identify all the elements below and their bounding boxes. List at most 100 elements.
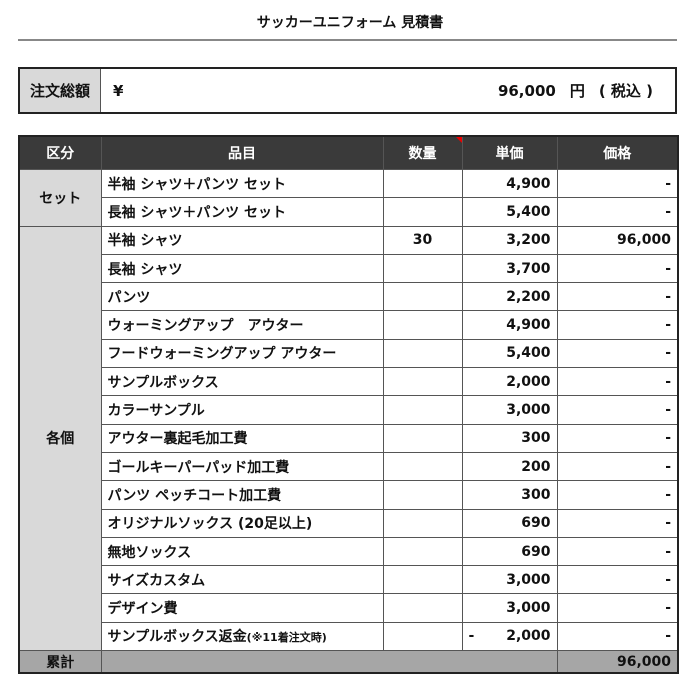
table-row: 長袖 シャツ＋パンツ セット 5,400 - (19, 197, 679, 227)
quantity-cell[interactable] (382, 508, 463, 538)
quantity-cell[interactable]: 30 (382, 225, 463, 255)
unit-price-cell: 3,000 (461, 593, 558, 623)
item-name: パンツ (100, 282, 384, 312)
unit-price-cell: 300 (461, 423, 558, 453)
item-name: デザイン費 (100, 593, 384, 623)
table-row: ゴールキーパーパッド加工費 200 - (19, 451, 679, 482)
order-total-box: 注文総額 ¥ 96,000 円 ( 税込 ) (18, 67, 677, 114)
item-name: アウター裏起毛加工費 (100, 423, 384, 453)
price-cell: - (556, 508, 679, 538)
table-row: 各個 半袖 シャツ 30 3,200 96,000 (18, 225, 679, 652)
price-cell: - (556, 367, 679, 397)
quantity-cell[interactable] (382, 480, 463, 510)
item-name: 無地ソックス (100, 536, 384, 567)
unit-price-cell: 3,000 (461, 565, 558, 595)
table-row: アウター裏起毛加工費 300 - (19, 423, 679, 453)
price-cell: - (556, 536, 679, 567)
table-row: パンツ 2,200 - (19, 282, 679, 312)
price-cell: - (556, 593, 679, 623)
unit-price-cell: 4,900 (461, 168, 558, 199)
table-row: セット 半袖 シャツ＋パンツ セット 4,900 - (18, 168, 679, 227)
sum-label: 累計 (18, 650, 102, 674)
header-quantity: 数量 (382, 135, 463, 170)
quantity-cell[interactable] (382, 423, 463, 453)
table-row: ウォーミングアップ アウター 4,900 - (19, 310, 679, 340)
table-row: カラーサンプル 3,000 - (19, 395, 679, 425)
table-row: フードウォーミングアップ アウター 5,400 - (19, 338, 679, 369)
item-note: (※11着注文時) (246, 631, 327, 645)
page-title: サッカーユニフォーム 見積書 (256, 15, 444, 31)
price-cell: - (556, 197, 679, 227)
unit-price-cell: 690 (461, 508, 558, 538)
table-row: サンプルボックス返金(※11着注文時) -2,000 - (19, 621, 679, 652)
unit-price-cell: 690 (461, 536, 558, 567)
table-row: オリジナルソックス (20足以上) 690 - (19, 508, 679, 538)
table-row: デザイン費 3,000 - (19, 593, 679, 623)
price-cell: - (556, 338, 679, 369)
quantity-cell[interactable] (382, 168, 463, 199)
quantity-cell[interactable] (382, 253, 463, 284)
currency-symbol: ¥ (113, 81, 124, 100)
price-cell: - (556, 282, 679, 312)
quantity-cell[interactable] (382, 367, 463, 397)
comment-indicator-icon[interactable] (455, 137, 461, 143)
quantity-cell[interactable] (382, 310, 463, 340)
category-cell: 各個 (18, 225, 102, 652)
order-total-label: 注文総額 (20, 69, 101, 112)
table-row: サイズカスタム 3,000 - (19, 565, 679, 595)
quantity-cell[interactable] (382, 338, 463, 369)
price-cell: - (556, 451, 679, 482)
unit-price-cell: 300 (461, 480, 558, 510)
sum-row: 累計 96,000 (18, 650, 679, 674)
header-unit-price: 単価 (461, 135, 558, 170)
item-name: 長袖 シャツ＋パンツ セット (100, 197, 384, 227)
header-category: 区分 (18, 135, 102, 170)
quantity-cell[interactable] (382, 536, 463, 567)
unit-price-cell: 200 (461, 451, 558, 482)
item-name: 長袖 シャツ (100, 253, 384, 284)
unit-price-cell: 5,400 (461, 197, 558, 227)
item-name: ゴールキーパーパッド加工費 (100, 451, 384, 482)
item-name: 半袖 シャツ＋パンツ セット (100, 168, 384, 199)
item-name: サンプルボックス返金(※11着注文時) (100, 621, 384, 652)
price-cell: 96,000 (556, 225, 679, 255)
item-name: 半袖 シャツ (100, 225, 384, 255)
price-cell: - (556, 253, 679, 284)
price-cell: - (556, 423, 679, 453)
unit-price-cell: 3,000 (461, 395, 558, 425)
quantity-cell[interactable] (382, 593, 463, 623)
table-row: サンプルボックス 2,000 - (19, 367, 679, 397)
quantity-cell[interactable] (382, 282, 463, 312)
table-row: 長袖 シャツ 3,700 - (19, 253, 679, 284)
item-name: オリジナルソックス (20足以上) (100, 508, 384, 538)
item-name: カラーサンプル (100, 395, 384, 425)
price-cell: - (556, 395, 679, 425)
table-row: 無地ソックス 690 - (19, 536, 679, 567)
quantity-cell[interactable] (382, 565, 463, 595)
unit-price-cell: 3,200 (461, 225, 558, 255)
quantity-cell[interactable] (382, 395, 463, 425)
item-name: サイズカスタム (100, 565, 384, 595)
unit-price-cell: 5,400 (461, 338, 558, 369)
estimate-table: 区分 品目 数量 単価 価格 セット 半袖 シャツ＋パンツ セット 4,900 -… (18, 135, 679, 675)
unit-price-cell: 4,900 (461, 310, 558, 340)
unit-price-cell: 3,700 (461, 253, 558, 284)
unit-price-cell: 2,000 (461, 367, 558, 397)
divider (18, 39, 677, 41)
price-cell: - (556, 480, 679, 510)
item-name: サンプルボックス (100, 367, 384, 397)
item-name: ウォーミングアップ アウター (100, 310, 384, 340)
quantity-cell[interactable] (382, 621, 463, 652)
item-name: パンツ ペッチコート加工費 (100, 480, 384, 510)
price-cell: - (556, 168, 679, 199)
quantity-cell[interactable] (382, 451, 463, 482)
price-cell: - (556, 310, 679, 340)
order-total-unit: 円 (569, 82, 585, 100)
header-item: 品目 (100, 135, 384, 170)
sum-total: 96,000 (556, 650, 679, 674)
price-cell: - (556, 621, 679, 652)
quantity-cell[interactable] (382, 197, 463, 227)
item-name: フードウォーミングアップ アウター (100, 338, 384, 369)
order-total-amount: 96,000 (497, 81, 556, 100)
header-price: 価格 (556, 135, 679, 170)
